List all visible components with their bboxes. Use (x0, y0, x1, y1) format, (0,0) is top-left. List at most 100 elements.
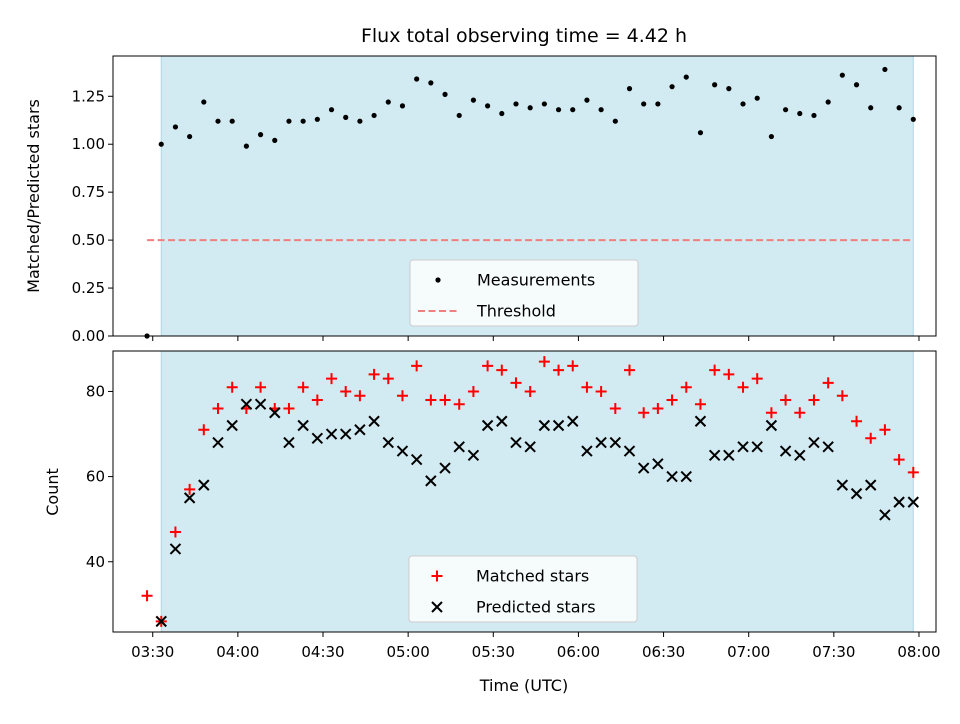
predicted-star-point (850, 487, 863, 500)
legend: Matched stars Predicted stars (408, 555, 638, 623)
measurement-point (456, 112, 462, 119)
measurement-point (286, 118, 292, 124)
measurement-point (527, 105, 533, 111)
y-tick-label: 60 (86, 468, 105, 486)
predicted-star-point (907, 496, 920, 508)
predicted-star-point (879, 509, 891, 521)
measurement-point (811, 112, 817, 119)
matched-star-point (169, 526, 181, 538)
x-tick-label: 07:30 (812, 643, 855, 661)
measurement-point (896, 105, 902, 111)
matched-star-point (311, 394, 323, 406)
measurement-point (669, 84, 675, 90)
matched-star-point (524, 385, 536, 397)
matched-star-point (453, 398, 465, 410)
predicted-star-point (765, 419, 778, 432)
predicted-star-point (496, 415, 508, 427)
predicted-star-point (169, 543, 182, 555)
y-tick-label: 0.25 (72, 279, 105, 297)
legend-box (408, 555, 638, 623)
matched-star-point (907, 466, 919, 478)
y-tick-label: 0.00 (72, 327, 105, 345)
matched-star-point (425, 394, 437, 406)
predicted-star-point (822, 441, 834, 453)
predicted-star-point (737, 441, 749, 453)
measurement-point (910, 116, 916, 122)
measurement-point (612, 118, 618, 124)
y-tick-label: 1.25 (72, 87, 105, 105)
chart-title: Flux total observing time = 4.42 h (361, 25, 687, 47)
matched-star-point (297, 381, 309, 393)
matched-star-point (765, 407, 777, 419)
measurement-point (158, 141, 164, 147)
measurement-point (499, 110, 505, 117)
predicted-star-point (439, 462, 451, 474)
predicted-star-point (623, 445, 636, 457)
legend-measurement-marker (435, 277, 441, 283)
predicted-star-point (893, 496, 905, 508)
count-panel: 40 60 80 03:30 04:00 04:30 05:00 05:30 06:00 06:3… (86, 350, 941, 661)
predicted-star-point (637, 462, 650, 474)
legend-matched-marker (431, 570, 443, 582)
y-tick-label: 0.75 (72, 183, 105, 201)
predicted-star-point (269, 407, 281, 419)
axes-frame (112, 55, 937, 337)
matched-star-point (340, 385, 352, 397)
matched-star-point (567, 360, 579, 372)
measurement-point (257, 132, 264, 138)
measurement-point (697, 130, 704, 136)
predicted-star-point (779, 445, 792, 457)
measurement-point (726, 86, 732, 92)
matched-star-point (737, 381, 749, 393)
y-axis-label-count: Count (43, 468, 62, 516)
predicted-star-point (311, 432, 324, 444)
measurement-point (229, 118, 235, 124)
matched-star-point (595, 385, 607, 397)
matched-star-point (609, 402, 621, 414)
measurement-point (243, 143, 249, 149)
x-tick-label: 06:00 (557, 643, 600, 661)
predicted-star-point (425, 475, 437, 487)
x-tick-label: 08:00 (897, 643, 940, 661)
predicted-star-point (708, 449, 721, 462)
x-tick-label: 03:30 (131, 643, 174, 661)
matched-star-point (680, 381, 692, 393)
measurement-point (328, 107, 335, 113)
measurement-point (768, 133, 775, 140)
predicted-star-point (254, 398, 267, 410)
measurement-point (470, 97, 477, 103)
predicted-star-point (183, 492, 196, 504)
axes-frame (112, 350, 937, 633)
measurement-point (371, 112, 377, 119)
matched-star-point (780, 394, 792, 406)
legend-predicted-marker (431, 601, 443, 613)
matched-star-point (638, 407, 650, 419)
matched-star-point (553, 364, 565, 376)
matched-star-point (836, 390, 848, 402)
measurement-point (215, 118, 221, 124)
matched-star-point (723, 368, 735, 380)
measurement-point (300, 118, 306, 124)
matched-star-point (879, 424, 891, 436)
measurement-point (343, 114, 349, 120)
matched-star-point (482, 360, 494, 372)
y-tick-label: 40 (86, 553, 105, 571)
measurement-point (598, 107, 604, 113)
measurement-point (868, 105, 874, 111)
matched-star-point (624, 364, 636, 376)
measurement-point (754, 95, 760, 101)
measurement-point (740, 101, 746, 107)
matched-star-point (538, 356, 550, 368)
measurement-point (825, 99, 831, 105)
predicted-star-point (510, 436, 522, 449)
predicted-star-point (723, 449, 735, 462)
matched-star-point (283, 402, 295, 414)
x-tick-label: 04:00 (216, 643, 259, 661)
predicted-star-point (836, 479, 849, 491)
matched-star-point (581, 381, 593, 393)
measurement-point (399, 103, 406, 109)
matched-star-point (794, 407, 806, 419)
y-tick-label: 1.00 (72, 135, 105, 153)
matched-star-point (226, 381, 238, 393)
x-axis-label: Time (UTC) (479, 676, 568, 695)
